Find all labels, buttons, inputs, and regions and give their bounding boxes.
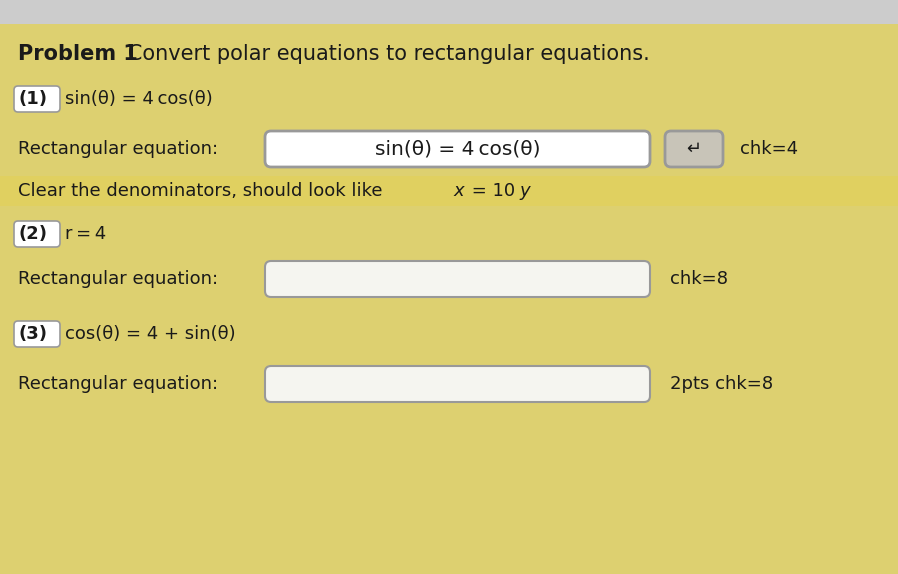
FancyBboxPatch shape [14,221,60,247]
Text: x: x [453,182,463,200]
Text: sin(θ) = 4 cos(θ): sin(θ) = 4 cos(θ) [375,139,541,158]
Text: chk=8: chk=8 [670,270,728,288]
Text: sin(θ) = 4 cos(θ): sin(θ) = 4 cos(θ) [65,90,213,108]
FancyBboxPatch shape [265,131,650,167]
Text: Problem 1: Problem 1 [18,44,138,64]
Text: r = 4: r = 4 [65,225,106,243]
Text: chk=4: chk=4 [740,140,798,158]
Text: (2): (2) [18,225,47,243]
Text: Rectangular equation:: Rectangular equation: [18,140,218,158]
Text: = 10: = 10 [466,182,515,200]
FancyBboxPatch shape [14,86,60,112]
Text: Rectangular equation:: Rectangular equation: [18,270,218,288]
Text: 2pts chk=8: 2pts chk=8 [670,375,773,393]
FancyBboxPatch shape [0,176,898,206]
Text: (3): (3) [18,325,47,343]
Text: (1): (1) [18,90,47,108]
Text: Rectangular equation:: Rectangular equation: [18,375,218,393]
Text: ↵: ↵ [686,140,701,158]
Text: y: y [519,182,530,200]
Text: cos(θ) = 4 + sin(θ): cos(θ) = 4 + sin(θ) [65,325,235,343]
FancyBboxPatch shape [265,366,650,402]
FancyBboxPatch shape [14,321,60,347]
FancyBboxPatch shape [665,131,723,167]
Text: Convert polar equations to rectangular equations.: Convert polar equations to rectangular e… [108,44,650,64]
FancyBboxPatch shape [265,261,650,297]
FancyBboxPatch shape [0,0,898,24]
Text: Clear the denominators, should look like: Clear the denominators, should look like [18,182,395,200]
